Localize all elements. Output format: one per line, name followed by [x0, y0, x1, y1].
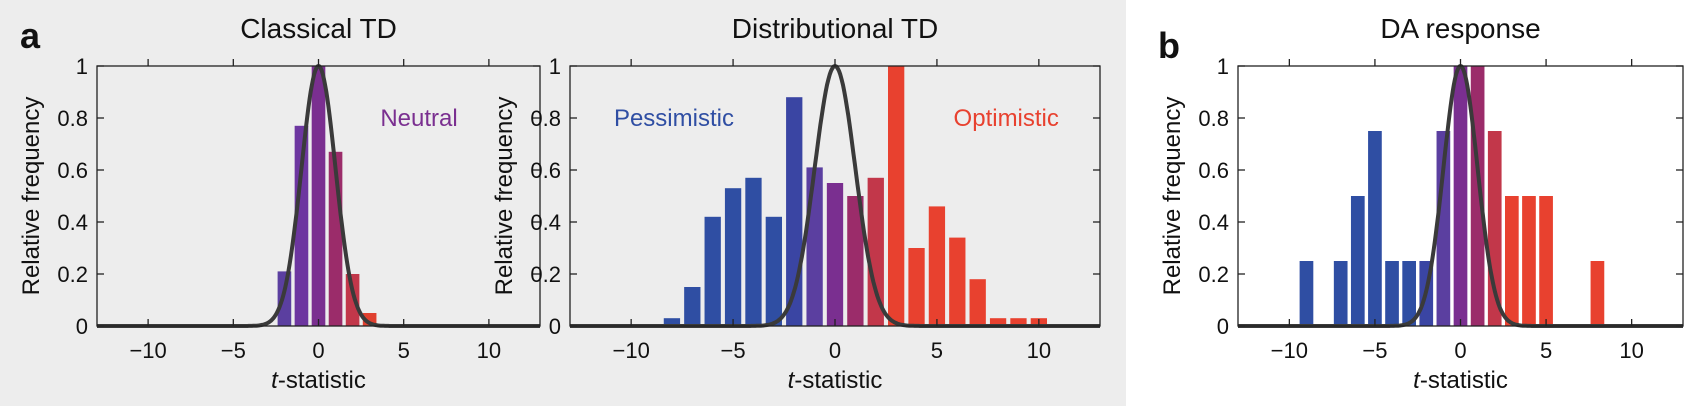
bar [724, 188, 742, 326]
bar [1436, 131, 1451, 326]
bar [1505, 196, 1519, 326]
x-tick-label: −5 [221, 338, 246, 363]
y-tick-label: 1 [76, 54, 88, 79]
x-tick-label: −10 [129, 338, 166, 363]
y-axis-label: Relative frequency [1159, 97, 1186, 296]
y-axis-label: Relative frequency [491, 97, 518, 296]
bar [969, 279, 986, 326]
y-tick-label: 0.8 [1198, 106, 1229, 131]
bar [1402, 261, 1416, 326]
y-tick-label: 0.8 [57, 106, 88, 131]
x-tick-label: 0 [1454, 338, 1466, 363]
bar [1453, 66, 1468, 326]
bar [311, 66, 326, 326]
x-tick-label: 0 [829, 338, 841, 363]
chart-classical-td: −10 −5 0 5 10 0 0.2 0.4 0.6 0.8 1 Classical TD t-sta… [18, 13, 541, 394]
bar [294, 125, 309, 326]
x-axis-label-italic: t [1413, 367, 1421, 394]
x-tick-label: −10 [612, 338, 649, 363]
y-tick-label: 0.4 [1198, 210, 1229, 235]
y-tick-label: 0 [1217, 314, 1229, 339]
chart-distributional-td: −10 −5 0 5 10 0 0.2 0.4 0.6 0.8 1 Distributional TD… [491, 13, 1101, 394]
x-axis-label: t-statistic [271, 367, 366, 394]
bar [826, 183, 844, 326]
panel-letter-b: b [1158, 25, 1180, 66]
annotation-pessimistic: Pessimistic [614, 105, 734, 132]
y-tick-label: 0.6 [57, 158, 88, 183]
y-tick-label: 0.8 [530, 106, 561, 131]
chart-title: Distributional TD [732, 13, 938, 44]
y-tick-label: 0.4 [57, 210, 88, 235]
y-tick-label: 0.6 [530, 158, 561, 183]
y-tick-label: 0 [76, 314, 88, 339]
annotation-neutral: Neutral [380, 105, 457, 132]
bar [867, 177, 884, 326]
annotation-optimistic: Optimistic [954, 105, 1059, 132]
bar [1539, 196, 1553, 326]
x-axis-label-italic: t [788, 367, 796, 394]
x-tick-label: 5 [931, 338, 943, 363]
x-tick-label: −5 [721, 338, 746, 363]
chart-title: DA response [1380, 13, 1540, 44]
x-axis-label-rest: -statistic [1420, 367, 1508, 394]
bar [1350, 196, 1365, 326]
x-axis-label: t-statistic [1413, 367, 1508, 394]
y-tick-label: 0.2 [57, 262, 88, 287]
panel-letter-a: a [20, 15, 41, 56]
y-tick-label: 0 [549, 314, 561, 339]
x-tick-label: 10 [1027, 338, 1051, 363]
bar [1368, 131, 1382, 326]
bar [765, 216, 782, 326]
bar [1010, 318, 1027, 326]
x-tick-label: 5 [398, 338, 410, 363]
bar [806, 167, 823, 326]
bar [1590, 261, 1605, 326]
y-tick-label: 1 [1217, 54, 1229, 79]
x-tick-label: 5 [1540, 338, 1552, 363]
bar [704, 216, 721, 326]
bar [1299, 261, 1314, 326]
bar [928, 206, 946, 326]
x-axis-label: t-statistic [788, 367, 883, 394]
bar [949, 237, 966, 326]
panel-a-background [0, 0, 1126, 406]
y-tick-label: 0.6 [1198, 158, 1229, 183]
bar [345, 274, 360, 326]
bar [745, 177, 762, 326]
x-tick-label: −5 [1362, 338, 1387, 363]
bar [1333, 261, 1348, 326]
x-axis-label-rest: -statistic [794, 367, 882, 394]
y-tick-label: 0.2 [1198, 262, 1229, 287]
x-tick-label: −10 [1271, 338, 1308, 363]
chart-title: Classical TD [240, 13, 397, 44]
x-axis-label-rest: -statistic [278, 367, 366, 394]
y-tick-label: 0.4 [530, 210, 561, 235]
bar [1385, 261, 1399, 326]
bar [684, 287, 701, 326]
chart-da-response: −10 −5 0 5 10 0 0.2 0.4 0.6 0.8 1 DA response t-stat… [1159, 13, 1684, 394]
x-tick-label: 10 [477, 338, 501, 363]
bar [847, 196, 864, 326]
bar [1522, 196, 1536, 326]
bar [663, 318, 681, 326]
x-axis-label-italic: t [271, 367, 279, 394]
x-tick-label: 0 [312, 338, 324, 363]
y-axis-label: Relative frequency [18, 97, 45, 296]
bar [989, 318, 1007, 326]
y-tick-label: 1 [549, 54, 561, 79]
x-tick-label: 10 [1619, 338, 1643, 363]
y-tick-label: 0.2 [530, 262, 561, 287]
bar [888, 66, 905, 326]
bar [908, 248, 925, 326]
